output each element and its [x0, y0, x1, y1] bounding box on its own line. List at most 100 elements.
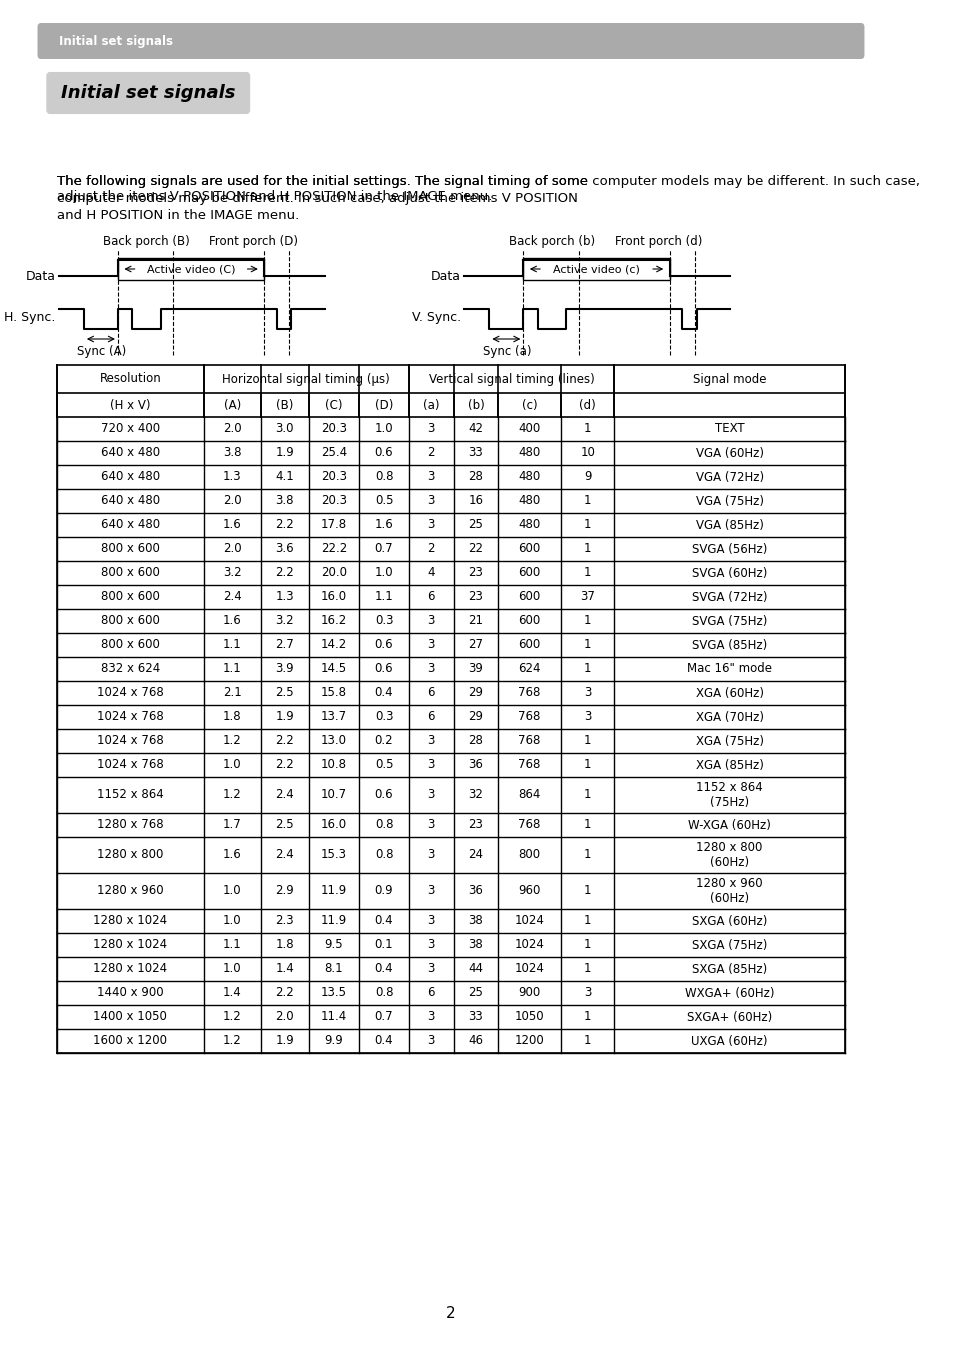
Text: 23: 23 — [468, 819, 483, 831]
Text: 3: 3 — [427, 734, 435, 747]
Text: 3: 3 — [427, 819, 435, 831]
Text: 25: 25 — [468, 519, 483, 532]
Text: Data: Data — [26, 269, 55, 283]
Text: 1024 x 768: 1024 x 768 — [97, 686, 164, 700]
Text: 1.7: 1.7 — [223, 819, 241, 831]
Text: 2.2: 2.2 — [275, 758, 294, 772]
Text: 1.6: 1.6 — [375, 519, 393, 532]
Text: 1.0: 1.0 — [375, 566, 393, 580]
Text: 22.2: 22.2 — [320, 543, 347, 555]
Text: (H x V): (H x V) — [110, 398, 151, 412]
Text: 600: 600 — [517, 590, 540, 604]
Text: 17.8: 17.8 — [320, 519, 347, 532]
Text: 0.4: 0.4 — [375, 1034, 393, 1048]
Text: 23: 23 — [468, 590, 483, 604]
Text: 1.6: 1.6 — [223, 519, 241, 532]
Text: 0.6: 0.6 — [375, 447, 393, 459]
Text: 768: 768 — [517, 711, 540, 723]
Text: 800 x 600: 800 x 600 — [101, 615, 160, 627]
Bar — [523, 259, 669, 280]
Text: 3: 3 — [427, 849, 435, 861]
Text: SXGA (85Hz): SXGA (85Hz) — [691, 963, 766, 975]
FancyBboxPatch shape — [48, 73, 249, 112]
Text: The following signals are used for the initial settings. The signal timing of so: The following signals are used for the i… — [57, 175, 588, 188]
Text: 2.7: 2.7 — [275, 639, 294, 651]
Text: 22: 22 — [468, 543, 483, 555]
Text: 864: 864 — [517, 788, 540, 802]
Text: 720 x 400: 720 x 400 — [101, 422, 160, 436]
Text: Mac 16" mode: Mac 16" mode — [686, 662, 771, 676]
Text: 42: 42 — [468, 422, 483, 436]
Text: 0.7: 0.7 — [375, 543, 393, 555]
Text: 9.5: 9.5 — [324, 938, 343, 952]
Text: 800 x 600: 800 x 600 — [101, 639, 160, 651]
Text: 2.2: 2.2 — [275, 987, 294, 999]
Text: Horizontal signal timing (μs): Horizontal signal timing (μs) — [222, 372, 390, 386]
Text: 1: 1 — [583, 639, 591, 651]
Text: 480: 480 — [517, 470, 540, 483]
Text: 0.6: 0.6 — [375, 662, 393, 676]
Text: 3: 3 — [583, 686, 591, 700]
Text: SVGA (56Hz): SVGA (56Hz) — [691, 543, 766, 555]
Text: 1: 1 — [583, 494, 591, 508]
Text: 0.6: 0.6 — [375, 788, 393, 802]
Text: 768: 768 — [517, 758, 540, 772]
Text: 1.4: 1.4 — [275, 963, 294, 975]
Text: 0.8: 0.8 — [375, 849, 393, 861]
Text: 44: 44 — [468, 963, 483, 975]
Text: 1.8: 1.8 — [223, 711, 241, 723]
Text: 38: 38 — [468, 914, 483, 927]
Text: 1050: 1050 — [515, 1010, 544, 1024]
Text: 10.7: 10.7 — [320, 788, 347, 802]
Text: 1024 x 768: 1024 x 768 — [97, 711, 164, 723]
Text: 3.0: 3.0 — [275, 422, 294, 436]
Text: 2.0: 2.0 — [223, 422, 241, 436]
Text: 24: 24 — [468, 849, 483, 861]
Text: 2: 2 — [427, 447, 435, 459]
Text: 3.2: 3.2 — [275, 615, 294, 627]
Text: Initial set signals: Initial set signals — [59, 34, 172, 47]
Text: 39: 39 — [468, 662, 483, 676]
Text: 20.3: 20.3 — [320, 422, 347, 436]
Text: 3: 3 — [427, 639, 435, 651]
Text: 1: 1 — [583, 543, 591, 555]
Text: 1280 x 960: 1280 x 960 — [97, 884, 164, 898]
Text: 2.5: 2.5 — [275, 819, 294, 831]
Text: 3: 3 — [427, 963, 435, 975]
Text: 1.6: 1.6 — [223, 615, 241, 627]
Text: 800 x 600: 800 x 600 — [101, 566, 160, 580]
Text: 1: 1 — [583, 566, 591, 580]
Text: Sync (a): Sync (a) — [482, 345, 531, 357]
Text: 46: 46 — [468, 1034, 483, 1048]
Text: 1: 1 — [583, 938, 591, 952]
Text: 3: 3 — [427, 662, 435, 676]
Text: Resolution: Resolution — [99, 372, 161, 386]
Text: 3: 3 — [427, 615, 435, 627]
Text: Signal mode: Signal mode — [692, 372, 765, 386]
Text: 1.9: 1.9 — [275, 711, 294, 723]
Text: 1.0: 1.0 — [223, 884, 241, 898]
Text: 14.5: 14.5 — [320, 662, 347, 676]
Text: 28: 28 — [468, 734, 483, 747]
Text: 1: 1 — [583, 422, 591, 436]
Text: (B): (B) — [276, 398, 294, 412]
Text: (b): (b) — [467, 398, 484, 412]
Text: 1152 x 864
(75Hz): 1152 x 864 (75Hz) — [696, 781, 762, 808]
Text: 1.8: 1.8 — [275, 938, 294, 952]
Text: 2.9: 2.9 — [275, 884, 294, 898]
Text: 2.4: 2.4 — [275, 849, 294, 861]
Text: 3.8: 3.8 — [223, 447, 241, 459]
Text: 20.3: 20.3 — [320, 470, 347, 483]
Text: 1: 1 — [583, 519, 591, 532]
Text: (D): (D) — [375, 398, 393, 412]
Text: 1280 x 800: 1280 x 800 — [97, 849, 163, 861]
Text: 2.2: 2.2 — [275, 566, 294, 580]
Text: UXGA (60Hz): UXGA (60Hz) — [691, 1034, 767, 1048]
Text: 1.2: 1.2 — [223, 788, 241, 802]
Text: 768: 768 — [517, 734, 540, 747]
Text: 640 x 480: 640 x 480 — [101, 447, 160, 459]
Text: 1: 1 — [583, 662, 591, 676]
Text: 1: 1 — [583, 819, 591, 831]
Text: 3.6: 3.6 — [275, 543, 294, 555]
Text: The following signals are used for the initial settings. The signal timing of so: The following signals are used for the i… — [57, 175, 920, 203]
